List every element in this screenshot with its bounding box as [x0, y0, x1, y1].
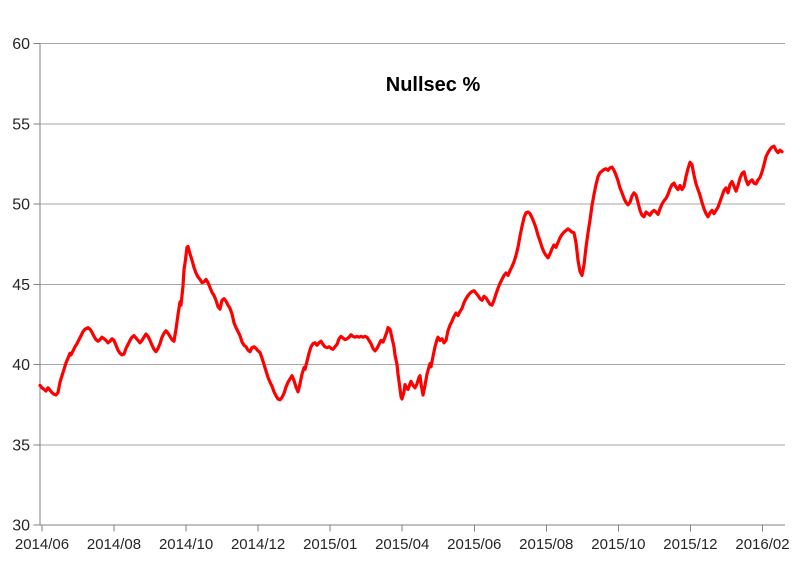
y-axis-tick-label: 35 [12, 437, 30, 454]
x-axis-tick-label: 2016/02 [735, 536, 789, 553]
x-axis-tick-label: 2015/10 [591, 536, 645, 553]
x-axis-tick-label: 2015/04 [375, 536, 429, 553]
x-axis-tick-label: 2014/08 [87, 536, 141, 553]
x-axis-tick-label: 2014/10 [159, 536, 213, 553]
x-axis-tick-label: 2015/12 [663, 536, 717, 553]
y-axis-tick-label: 50 [12, 197, 30, 214]
y-axis-tick-label: 60 [12, 36, 30, 53]
y-axis-tick-label: 30 [12, 518, 30, 535]
data-series-line [38, 144, 784, 402]
x-axis-tick-label: 2015/01 [303, 536, 357, 553]
chart-title: Nullsec % [385, 74, 481, 96]
x-axis-tick-label: 2015/06 [447, 536, 501, 553]
x-axis-tick-label: 2015/08 [519, 536, 573, 553]
y-axis-tick-label: 40 [12, 357, 30, 374]
x-axis-tick-label: 2014/12 [231, 536, 285, 553]
y-axis-tick-label: 55 [12, 116, 30, 133]
y-axis-tick-label: 45 [12, 277, 30, 294]
x-axis-tick-label: 2014/06 [15, 536, 69, 553]
